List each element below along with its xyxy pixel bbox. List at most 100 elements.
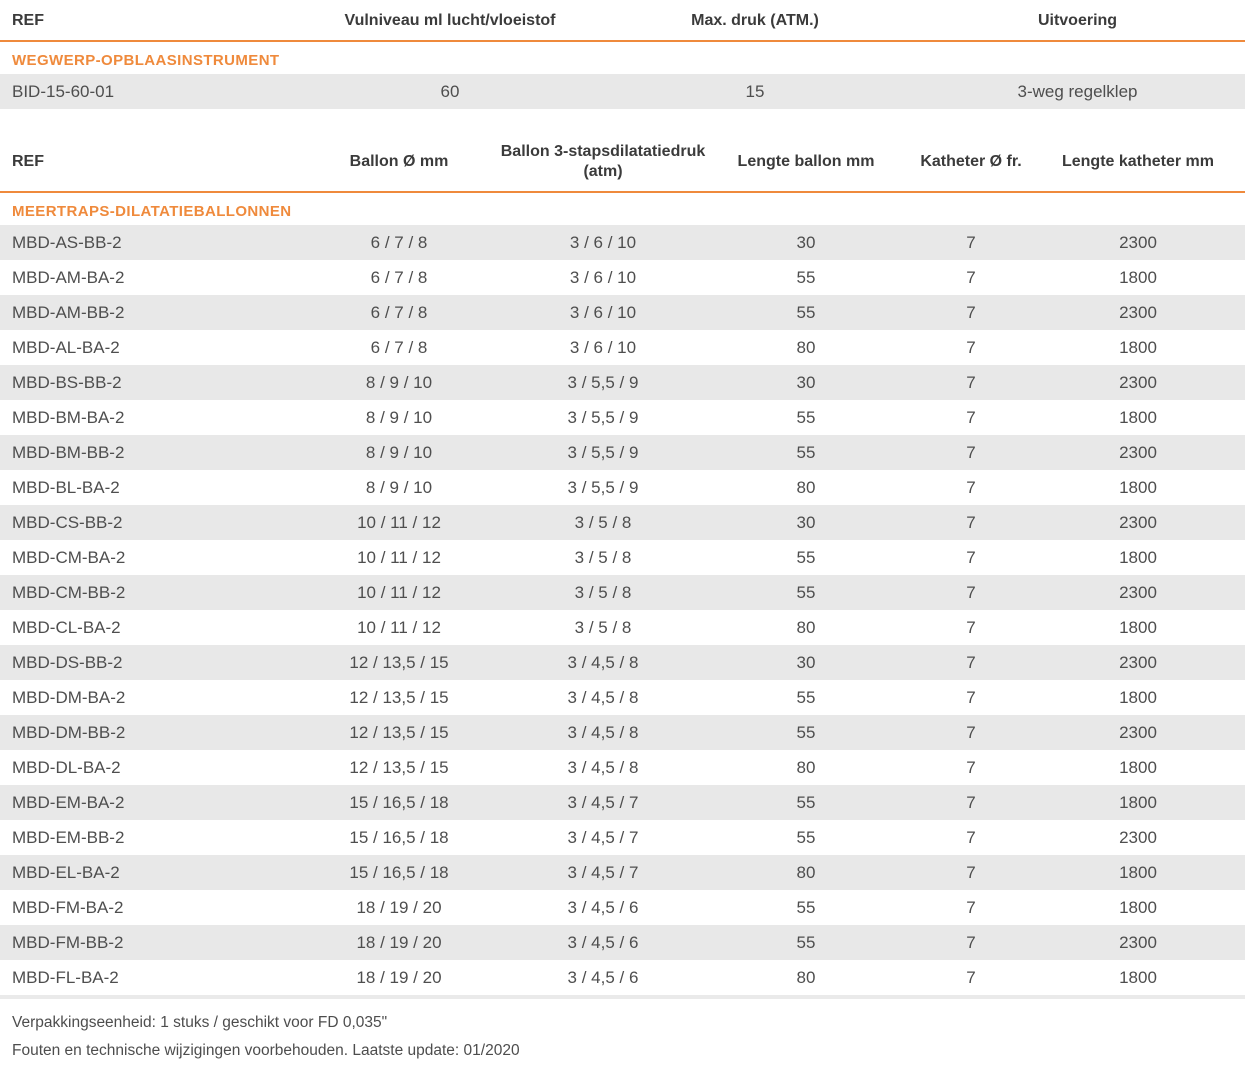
ref-cell: BID-15-60-01 <box>12 81 115 101</box>
column-header-label: Vulniveau ml lucht/vloeistof <box>344 12 556 29</box>
cell: 3 / 6 / 10 <box>569 267 637 287</box>
table-row: MBD-EM-BB-2 15 / 16,5 / 18 3 / 4,5 / 7 55 7 2… <box>0 820 1245 855</box>
ref-cell: MBD-DM-BB-2 <box>12 722 126 742</box>
cell: 7 <box>966 862 976 882</box>
cell: 3 / 4,5 / 7 <box>567 792 639 812</box>
cell: 1800 <box>1119 792 1157 812</box>
cell: 18 / 19 / 20 <box>356 897 442 917</box>
dilatation-balloons-table: REF Ballon Ø mm Ballon 3-stapsdilatatiedru… <box>0 131 1245 995</box>
table-row: MBD-DM-BB-2 12 / 13,5 / 15 3 / 4,5 / 8 55 7 2… <box>0 715 1245 750</box>
table-row: MBD-AM-BB-2 6 / 7 / 8 3 / 6 / 10 55 7 2300 <box>0 295 1245 330</box>
column-header-label: Lengte ballon mm <box>737 153 875 170</box>
cell: 30 <box>796 372 816 392</box>
ref-cell: MBD-BM-BB-2 <box>12 442 125 462</box>
cell: 80 <box>796 757 816 777</box>
header-row: REF Ballon Ø mm Ballon 3-stapsdilatatiedru… <box>0 131 1245 193</box>
cell: 3 / 4,5 / 8 <box>567 652 639 672</box>
cell: 2300 <box>1119 722 1157 742</box>
cell: 7 <box>966 337 976 357</box>
cell: 7 <box>966 512 976 532</box>
cell: 10 / 11 / 12 <box>357 512 441 532</box>
cell: 3 / 4,5 / 6 <box>567 967 639 987</box>
cell: 7 <box>966 932 976 952</box>
column-header: Katheter Ø fr. <box>911 131 1031 193</box>
cell: 1800 <box>1119 897 1157 917</box>
cell: 3 / 4,5 / 6 <box>567 932 639 952</box>
cell: 7 <box>966 687 976 707</box>
cell: 12 / 13,5 / 15 <box>349 722 449 742</box>
cell: 7 <box>966 267 976 287</box>
section-header: WEGWERP-OPBLAASINSTRUMENT <box>12 52 280 69</box>
column-header: Lengte ballon mm <box>701 131 911 193</box>
cell: 7 <box>966 617 976 637</box>
cell: 7 <box>966 582 976 602</box>
column-header-label: Uitvoering <box>1037 12 1118 29</box>
cell: 6 / 7 / 8 <box>370 232 428 252</box>
cell: 7 <box>966 477 976 497</box>
table-row: MBD-EM-BA-2 15 / 16,5 / 18 3 / 4,5 / 7 55 7 1… <box>0 785 1245 820</box>
table-row: MBD-FM-BA-2 18 / 19 / 20 3 / 4,5 / 6 55 7 180… <box>0 890 1245 925</box>
cell: 1800 <box>1119 547 1157 567</box>
cell: 55 <box>796 932 816 952</box>
column-header: Max. druk (ATM.) <box>600 0 910 42</box>
cell: 55 <box>796 827 816 847</box>
cell: 55 <box>796 547 816 567</box>
cell: 7 <box>966 827 976 847</box>
cell: 55 <box>796 897 816 917</box>
cell: 18 / 19 / 20 <box>356 932 442 952</box>
cell: 10 / 11 / 12 <box>357 582 441 602</box>
ref-cell: MBD-EM-BA-2 <box>12 792 125 812</box>
ref-cell: MBD-AL-BA-2 <box>12 337 120 357</box>
column-header: Ballon Ø mm <box>293 131 505 193</box>
cell: 3 / 5,5 / 9 <box>567 372 639 392</box>
table-row: MBD-AS-BB-2 6 / 7 / 8 3 / 6 / 10 30 7 2300 <box>0 225 1245 260</box>
table-row: MBD-CM-BA-2 10 / 11 / 12 3 / 5 / 8 55 7 1800 <box>0 540 1245 575</box>
cell: 1800 <box>1119 967 1157 987</box>
table-row: MBD-DL-BA-2 12 / 13,5 / 15 3 / 4,5 / 8 80 7 1… <box>0 750 1245 785</box>
cell: 30 <box>796 652 816 672</box>
cell: 3 / 4,5 / 8 <box>567 722 639 742</box>
ref-cell: MBD-FM-BA-2 <box>12 897 124 917</box>
table-bottom-rule <box>0 995 1245 999</box>
cell: 55 <box>796 792 816 812</box>
ref-cell: MBD-CL-BA-2 <box>12 617 121 637</box>
cell: 6 / 7 / 8 <box>370 337 428 357</box>
cell: 55 <box>796 722 816 742</box>
cell: 80 <box>796 337 816 357</box>
cell: 7 <box>966 652 976 672</box>
cell: 3 / 5 / 8 <box>574 512 632 532</box>
ref-cell: MBD-BL-BA-2 <box>12 477 120 497</box>
cell: 1800 <box>1119 477 1157 497</box>
cell: 12 / 13,5 / 15 <box>349 652 449 672</box>
cell: 8 / 9 / 10 <box>365 477 433 497</box>
cell: 80 <box>796 862 816 882</box>
ref-cell: MBD-EM-BB-2 <box>12 827 125 847</box>
ref-cell: MBD-FM-BB-2 <box>12 932 124 952</box>
table-row: MBD-CL-BA-2 10 / 11 / 12 3 / 5 / 8 80 7 1800 <box>0 610 1245 645</box>
cell: 7 <box>966 722 976 742</box>
table-row: MBD-DS-BB-2 12 / 13,5 / 15 3 / 4,5 / 8 30 7 2… <box>0 645 1245 680</box>
footer-notes: Verpakkingseenheid: 1 stuks / geschikt v… <box>12 1009 1245 1065</box>
table-row: MBD-FL-BA-2 18 / 19 / 20 3 / 4,5 / 6 80 7 180… <box>0 960 1245 995</box>
ref-cell: MBD-BM-BA-2 <box>12 407 125 427</box>
ref-cell: MBD-CS-BB-2 <box>12 512 123 532</box>
cell: 3 / 5 / 8 <box>574 617 632 637</box>
cell: 8 / 9 / 10 <box>365 407 433 427</box>
cell: 12 / 13,5 / 15 <box>349 687 449 707</box>
ref-cell: MBD-DS-BB-2 <box>12 652 123 672</box>
cell: 3 / 5 / 8 <box>574 547 632 567</box>
cell: 8 / 9 / 10 <box>365 442 433 462</box>
column-header: Uitvoering <box>910 0 1245 42</box>
cell: 2300 <box>1119 582 1157 602</box>
cell: 7 <box>966 302 976 322</box>
cell: 12 / 13,5 / 15 <box>349 757 449 777</box>
ref-cell: MBD-FL-BA-2 <box>12 967 119 987</box>
column-header-label: Max. druk (ATM.) <box>691 12 819 29</box>
cell: 3 / 5,5 / 9 <box>567 477 639 497</box>
cell: 7 <box>966 372 976 392</box>
cell: 60 <box>440 81 460 101</box>
cell: 55 <box>796 302 816 322</box>
cell: 3 / 4,5 / 8 <box>567 757 639 777</box>
cell: 7 <box>966 757 976 777</box>
